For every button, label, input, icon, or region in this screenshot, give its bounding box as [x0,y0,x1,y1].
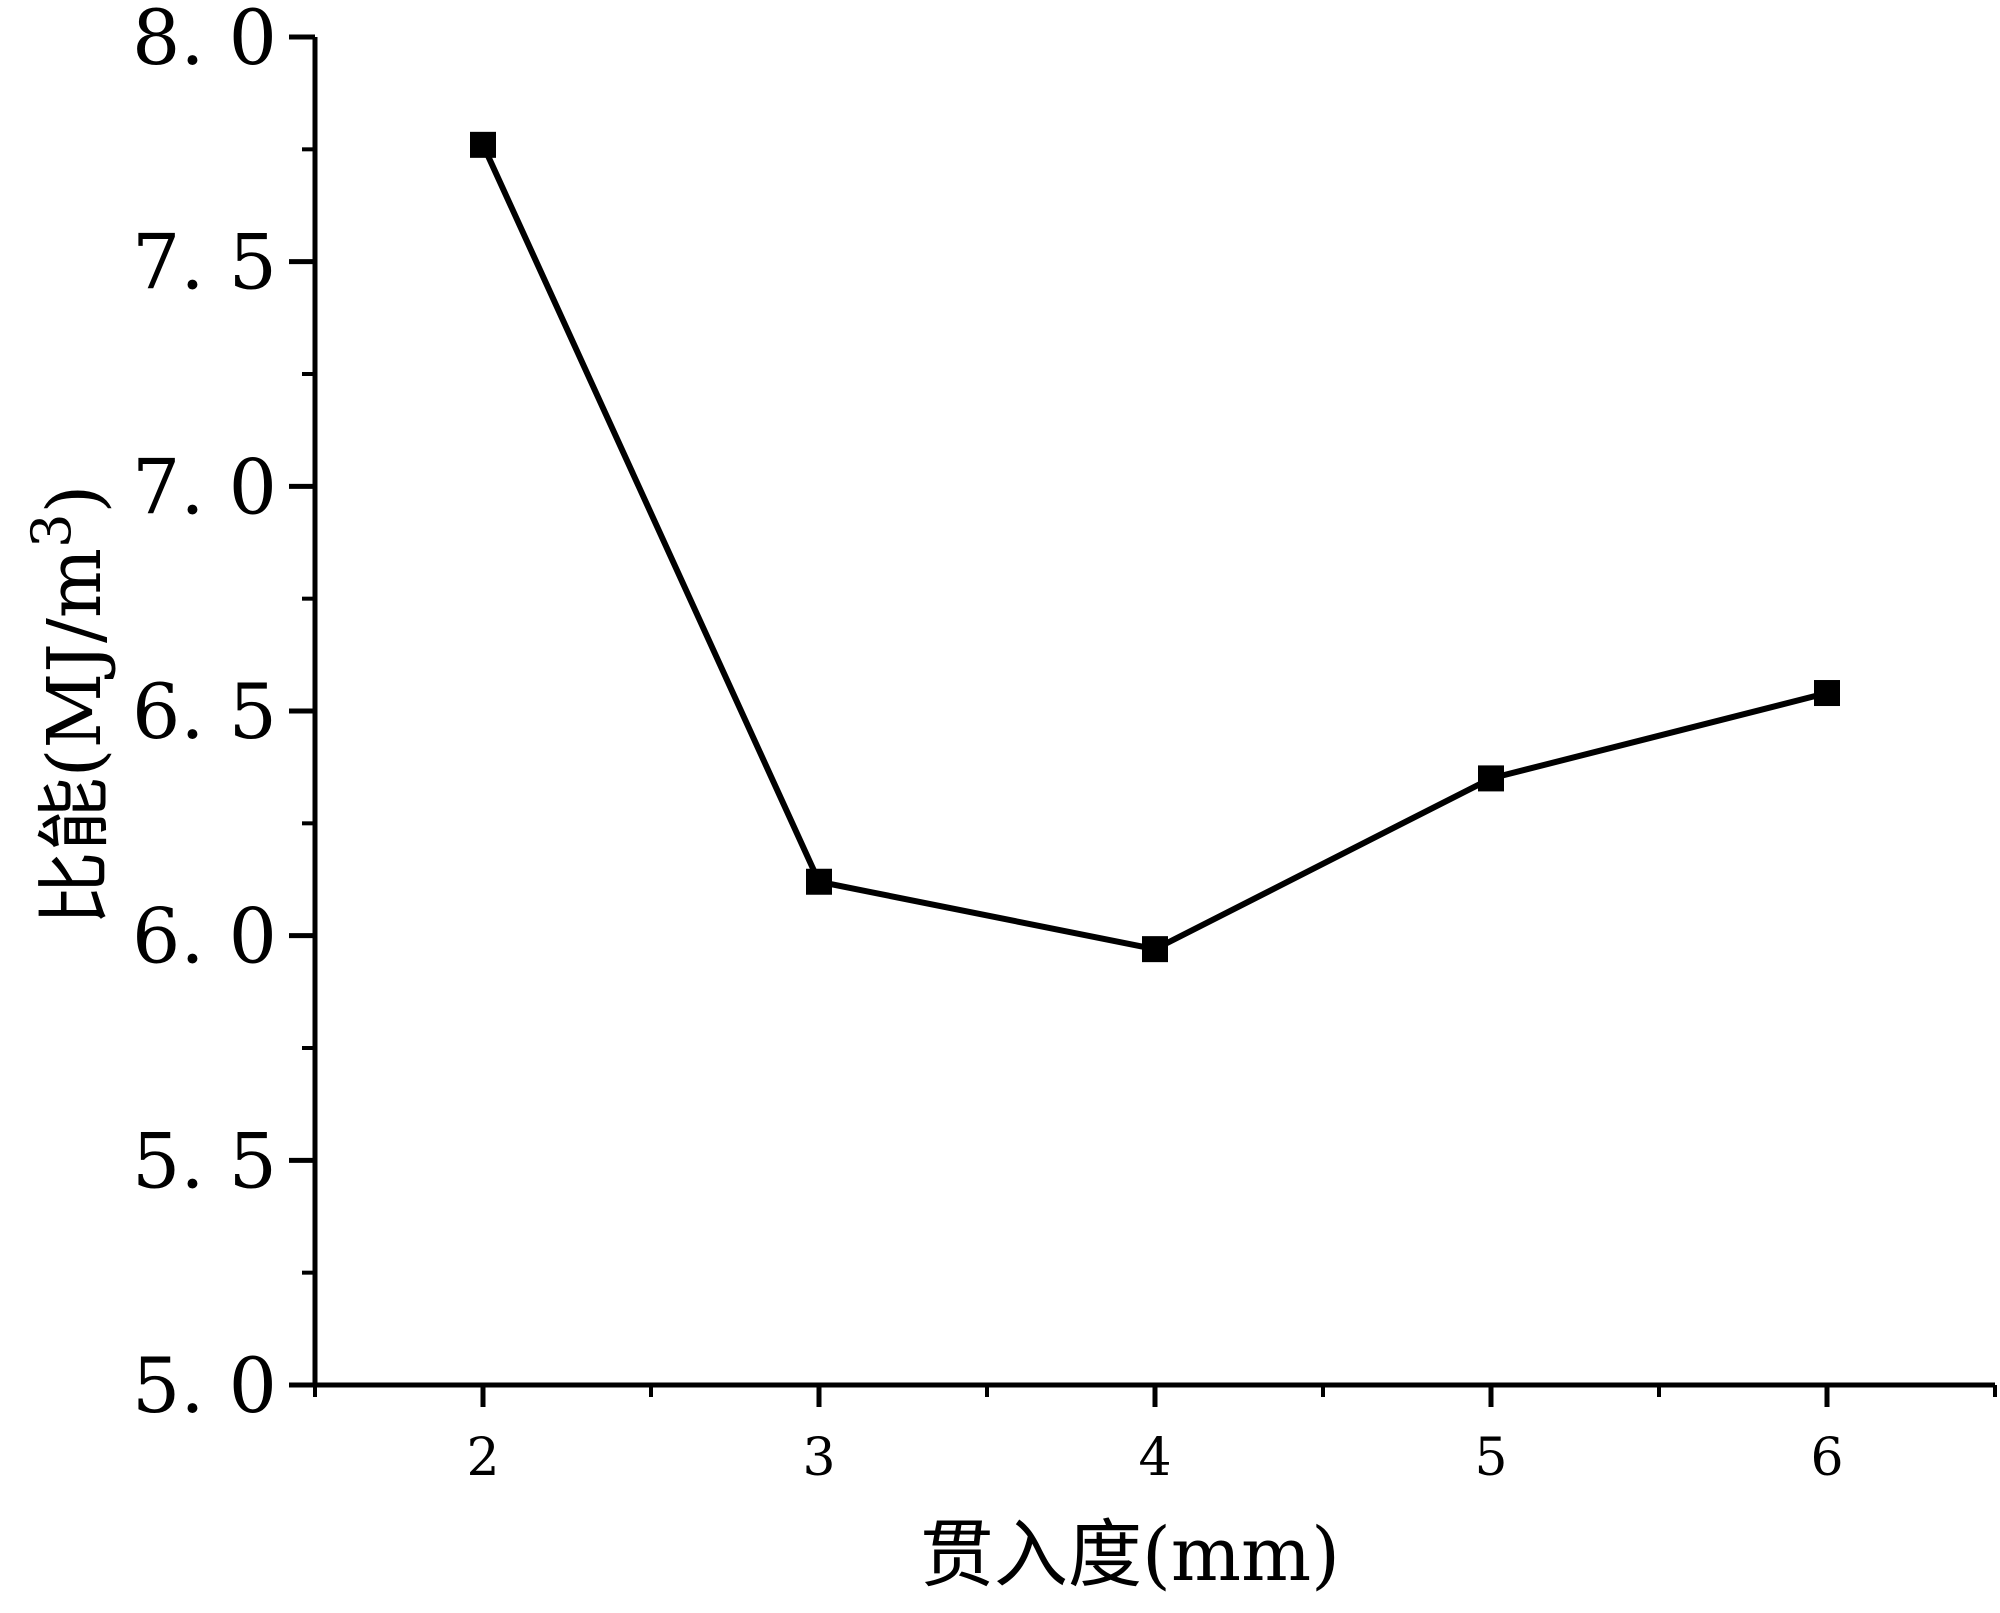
data-point-marker [1142,936,1168,963]
x-tick-label: 6 [1810,1428,1843,1488]
y-tick-label: 5. 5 [132,1116,277,1205]
data-point-marker [470,131,496,158]
x-tick-labels: 2 3 4 5 6 [466,1428,1843,1488]
series-line [480,143,1828,953]
series-line-group [480,143,1828,953]
y-axis-title-main: 比能(MJ/m [32,548,118,925]
x-tick-label: 2 [466,1428,499,1488]
y-axis-title-superscript: 3 [20,514,83,548]
data-point-marker [806,868,832,895]
x-tick-label: 3 [802,1428,835,1488]
y-tick-label: 7. 5 [132,218,277,307]
y-tick-label: 8. 0 [132,0,277,82]
x-tick-label: 5 [1474,1428,1507,1488]
y-tick-labels: 5. 0 5. 5 6. 0 6. 5 7. 0 7. 5 8. 0 [132,0,277,1430]
x-tick-label: 4 [1138,1428,1171,1488]
y-axis-title: 比能(MJ/m3) [20,485,118,926]
y-tick-label: 5. 0 [132,1341,277,1430]
data-point-marker [1478,765,1504,792]
axes [289,34,1997,1407]
data-markers [470,131,1840,963]
y-axis-title-close: ) [32,485,118,514]
y-tick-label: 7. 0 [132,442,277,531]
data-point-marker [1814,680,1840,707]
y-tick-label: 6. 0 [132,892,277,981]
y-tick-label: 6. 5 [132,667,277,756]
x-axis-title: 贯入度(mm) [920,1512,1340,1598]
